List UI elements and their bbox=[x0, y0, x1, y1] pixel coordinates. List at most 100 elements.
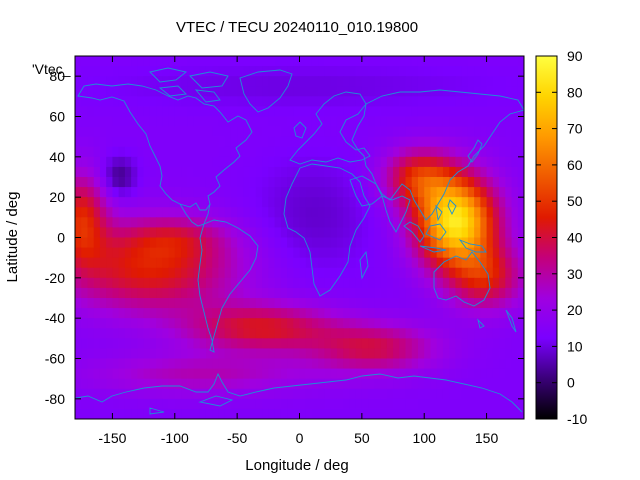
heatmap-cell bbox=[280, 136, 288, 148]
heatmap-cell bbox=[399, 408, 407, 419]
heatmap-cell bbox=[399, 56, 407, 67]
heatmap-cell bbox=[492, 136, 500, 148]
heatmap-cell bbox=[318, 96, 326, 108]
heatmap-cell bbox=[430, 156, 438, 168]
heatmap-cell bbox=[349, 267, 357, 279]
heatmap-cell bbox=[511, 187, 519, 198]
heatmap-cell bbox=[411, 318, 419, 329]
heatmap-cell bbox=[268, 146, 276, 158]
heatmap-cell bbox=[511, 177, 519, 188]
heatmap-cell bbox=[486, 136, 494, 148]
heatmap-cell bbox=[287, 358, 294, 370]
heatmap-cell bbox=[399, 247, 407, 259]
y-tick-label: -60 bbox=[45, 351, 65, 367]
heatmap-cell bbox=[199, 96, 207, 108]
heatmap-cell bbox=[299, 166, 307, 178]
heatmap-cell bbox=[486, 247, 494, 259]
heatmap-cell bbox=[336, 388, 344, 400]
heatmap-cell bbox=[486, 76, 494, 87]
heatmap-cell bbox=[517, 76, 524, 87]
heatmap-cell bbox=[181, 368, 188, 380]
heatmap-cell bbox=[93, 166, 101, 178]
heatmap-cell bbox=[293, 408, 301, 419]
heatmap-cell bbox=[81, 197, 89, 208]
heatmap-cell bbox=[124, 318, 132, 329]
heatmap-cell bbox=[168, 76, 176, 87]
heatmap-cell bbox=[486, 166, 494, 178]
heatmap-cell bbox=[299, 126, 307, 138]
heatmap-cell bbox=[199, 308, 207, 319]
heatmap-cell bbox=[517, 398, 524, 410]
heatmap-cell bbox=[417, 318, 425, 329]
heatmap-cell bbox=[499, 66, 506, 77]
heatmap-cell bbox=[287, 378, 294, 390]
heatmap-cell bbox=[474, 368, 481, 380]
heatmap-cell bbox=[218, 136, 226, 148]
heatmap-cell bbox=[280, 298, 288, 309]
heatmap-cell bbox=[517, 378, 524, 390]
heatmap-cell bbox=[280, 237, 288, 249]
heatmap-cell bbox=[255, 56, 263, 67]
heatmap-cell bbox=[311, 318, 319, 329]
heatmap-cell bbox=[399, 267, 407, 279]
y-tick-label: 20 bbox=[49, 189, 65, 205]
heatmap-cell bbox=[368, 76, 375, 87]
heatmap-cell bbox=[149, 217, 157, 229]
heatmap-cell bbox=[149, 287, 157, 299]
heatmap-cell bbox=[324, 86, 332, 97]
heatmap-cell bbox=[355, 318, 363, 329]
heatmap-cell bbox=[287, 237, 294, 249]
heatmap-cell bbox=[262, 298, 269, 309]
heatmap-cell bbox=[174, 116, 182, 128]
heatmap-cell bbox=[230, 116, 238, 128]
heatmap-cell bbox=[324, 408, 332, 419]
heatmap-cell bbox=[75, 308, 82, 319]
heatmap-cell bbox=[455, 187, 463, 198]
heatmap-cell bbox=[162, 166, 170, 178]
heatmap-cell bbox=[467, 187, 475, 198]
heatmap-cell bbox=[424, 267, 432, 279]
heatmap-cell bbox=[311, 408, 319, 419]
heatmap-cell bbox=[311, 247, 319, 259]
heatmap-cell bbox=[112, 197, 120, 208]
heatmap-cell bbox=[368, 146, 375, 158]
heatmap-cell bbox=[230, 227, 238, 239]
heatmap-cell bbox=[243, 237, 251, 249]
heatmap-cell bbox=[424, 136, 432, 148]
heatmap-cell bbox=[374, 126, 382, 138]
heatmap-cell bbox=[112, 96, 120, 108]
heatmap-cell bbox=[467, 177, 475, 188]
heatmap-cell bbox=[349, 116, 357, 128]
heatmap-cell bbox=[143, 338, 151, 350]
heatmap-cell bbox=[124, 126, 132, 138]
heatmap-cell bbox=[299, 197, 307, 208]
heatmap-cell bbox=[480, 287, 488, 299]
heatmap-cell bbox=[492, 358, 500, 370]
heatmap-cell bbox=[399, 227, 407, 239]
heatmap-cell bbox=[467, 338, 475, 350]
heatmap-cell bbox=[368, 177, 375, 188]
heatmap-cell bbox=[417, 146, 425, 158]
x-tick-label: 0 bbox=[296, 430, 304, 446]
heatmap-cell bbox=[274, 308, 282, 319]
heatmap-cell bbox=[205, 237, 213, 249]
heatmap-cell bbox=[355, 56, 363, 67]
heatmap-cell bbox=[81, 66, 89, 77]
heatmap-cell bbox=[343, 116, 350, 128]
heatmap-cell bbox=[449, 308, 457, 319]
heatmap-cell bbox=[355, 257, 363, 269]
heatmap-cell bbox=[411, 66, 419, 77]
heatmap-cell bbox=[405, 56, 413, 67]
heatmap-cell bbox=[499, 227, 506, 239]
heatmap-cell bbox=[243, 126, 251, 138]
heatmap-cell bbox=[287, 308, 294, 319]
heatmap-cell bbox=[480, 86, 488, 97]
heatmap-cell bbox=[336, 217, 344, 229]
heatmap-cell bbox=[212, 56, 220, 67]
heatmap-cell bbox=[411, 398, 419, 410]
heatmap-cell bbox=[486, 308, 494, 319]
heatmap-cell bbox=[467, 197, 475, 208]
heatmap-cell bbox=[243, 338, 251, 350]
heatmap-cell bbox=[467, 76, 475, 87]
heatmap-cell bbox=[405, 298, 413, 309]
